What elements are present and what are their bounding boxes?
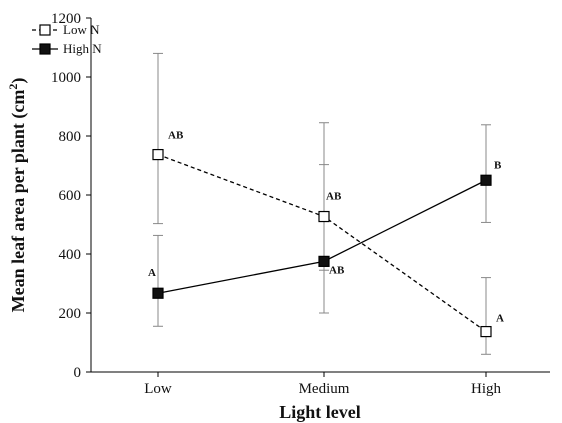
y-tick-label: 600 — [59, 188, 82, 204]
data-label-high-n: AB — [329, 264, 345, 276]
y-tick-label: 400 — [59, 247, 82, 263]
data-point-high-n — [152, 287, 164, 299]
x-tick-label: Medium — [299, 381, 350, 397]
y-axis-title-main: Mean leaf area per plant (cm — [8, 90, 29, 313]
data-label-low-n: AB — [168, 130, 184, 142]
y-axis-title-close: ) — [8, 78, 29, 84]
legend-item-high-n: High N — [32, 41, 102, 56]
y-tick-label: 800 — [59, 129, 82, 145]
data-point-low-n — [152, 148, 164, 161]
data-label-low-n: A — [496, 313, 504, 325]
axes — [90, 18, 550, 373]
y-tick-label: 1000 — [51, 70, 81, 86]
series-markers — [152, 148, 492, 338]
data-point-high-n — [480, 174, 492, 186]
y-tick-label: 0 — [74, 365, 82, 381]
legend-label-high-n: High N — [63, 41, 102, 56]
y-axis-title-superscript: 2 — [6, 84, 20, 90]
series-line-low-n — [157, 153, 487, 333]
x-axis-title: Light level — [279, 402, 361, 422]
y-tick-label: 200 — [59, 306, 82, 322]
series-line-high-n — [157, 179, 487, 294]
legend-item-low-n: Low N — [32, 22, 100, 37]
data-label-high-n: A — [148, 267, 156, 279]
data-point-low-n — [480, 325, 492, 338]
data-point-high-n — [318, 255, 330, 267]
data-label-low-n: AB — [326, 191, 342, 203]
x-tick-label: High — [471, 381, 502, 397]
series-lines — [157, 153, 487, 333]
x-tick-label: Low — [144, 381, 172, 397]
y-axis-title: Mean leaf area per plant (cm2) — [6, 78, 29, 313]
data-point-low-n — [318, 210, 330, 223]
error-bars — [153, 52, 491, 355]
legend-marker-low-n — [39, 24, 51, 36]
x-ticks: Low Medium High — [144, 372, 502, 397]
legend-marker-high-n — [39, 43, 51, 55]
legend-label-low-n: Low N — [63, 22, 100, 37]
y-ticks: 0 200 400 600 800 1000 1200 — [51, 11, 91, 381]
legend: Low N High N — [32, 22, 102, 56]
y-tick-label: 1200 — [51, 11, 81, 27]
data-labels: AB AB A A AB B — [148, 130, 504, 325]
data-label-high-n: B — [494, 159, 502, 171]
